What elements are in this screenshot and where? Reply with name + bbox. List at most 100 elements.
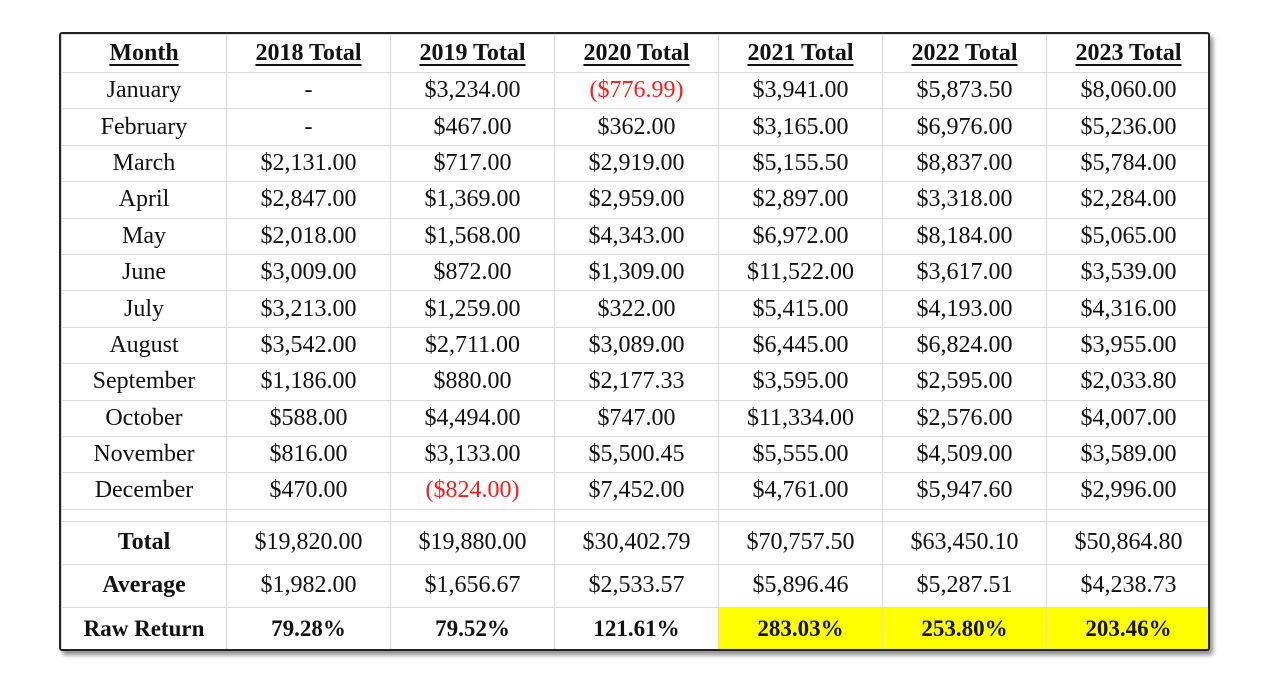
- value-cell: $3,165.00: [718, 108, 883, 146]
- value-cell: $3,941.00: [718, 71, 883, 110]
- value-cell: $3,955.00: [1046, 326, 1208, 365]
- month-label: January: [61, 71, 227, 110]
- empty-cell: [226, 508, 391, 522]
- summary-value: $1,656.67: [390, 563, 555, 608]
- value-cell: $3,539.00: [1046, 253, 1208, 292]
- empty-cell: [718, 508, 883, 522]
- value-cell: $2,959.00: [554, 181, 719, 219]
- summary-value: $5,896.46: [718, 563, 883, 608]
- month-label: June: [61, 253, 227, 292]
- value-cell: $816.00: [226, 435, 391, 474]
- value-cell: $4,316.00: [1046, 290, 1208, 328]
- column-header-2019: 2019 Total: [390, 34, 555, 73]
- value-cell: $6,445.00: [718, 326, 883, 365]
- value-cell: $322.00: [554, 290, 719, 328]
- value-cell: $2,576.00: [882, 399, 1047, 437]
- value-cell: $5,155.50: [718, 144, 883, 183]
- value-cell: -: [226, 108, 391, 146]
- value-cell: $8,184.00: [882, 217, 1047, 255]
- table-row: May $2,018.00 $1,568.00 $4,343.00 $6,972.00 $…: [61, 217, 1208, 255]
- value-cell: $588.00: [226, 399, 391, 437]
- summary-value: $50,864.80: [1046, 520, 1208, 565]
- value-cell: $8,060.00: [1046, 71, 1208, 110]
- value-cell: $2,595.00: [882, 363, 1047, 401]
- empty-cell: [1046, 508, 1208, 522]
- value-cell: $11,522.00: [718, 253, 883, 292]
- value-cell: $467.00: [390, 108, 555, 146]
- summary-label: Total: [61, 520, 227, 565]
- month-label: November: [61, 435, 227, 474]
- value-cell: $1,186.00: [226, 363, 391, 401]
- column-header-2018: 2018 Total: [226, 34, 391, 73]
- table-row: November $816.00 $3,133.00 $5,500.45 $5,555.…: [61, 435, 1208, 474]
- value-cell: $4,343.00: [554, 217, 719, 255]
- column-header-2022: 2022 Total: [882, 34, 1047, 73]
- month-label: August: [61, 326, 227, 365]
- month-label: May: [61, 217, 227, 255]
- summary-value: $70,757.50: [718, 520, 883, 565]
- value-cell: $3,089.00: [554, 326, 719, 365]
- value-cell: $3,595.00: [718, 363, 883, 401]
- summary-row-average: Average $1,982.00 $1,656.67 $2,533.57 $5,896…: [61, 563, 1208, 608]
- month-label: March: [61, 144, 227, 183]
- value-cell: $5,415.00: [718, 290, 883, 328]
- month-label: September: [61, 363, 227, 401]
- value-cell: $872.00: [390, 253, 555, 292]
- value-cell: $3,617.00: [882, 253, 1047, 292]
- value-cell: -: [226, 71, 391, 110]
- summary-value: $63,450.10: [882, 520, 1047, 565]
- value-cell: $2,284.00: [1046, 181, 1208, 219]
- summary-value: 121.61%: [554, 606, 719, 649]
- value-cell: $5,873.50: [882, 71, 1047, 110]
- spacer-row: [61, 508, 1208, 522]
- value-cell: $2,177.33: [554, 363, 719, 401]
- summary-value: $30,402.79: [554, 520, 719, 565]
- value-cell: $11,334.00: [718, 399, 883, 437]
- value-cell: $5,784.00: [1046, 144, 1208, 183]
- header-row: Month 2018 Total 2019 Total 2020 Total 2021 …: [61, 34, 1208, 73]
- summary-value: 203.46%: [1046, 606, 1208, 649]
- value-cell: $2,018.00: [226, 217, 391, 255]
- summary-row-raw-return: Raw Return 79.28% 79.52% 121.61% 283.03% 253.…: [61, 606, 1208, 649]
- value-cell: $362.00: [554, 108, 719, 146]
- month-label: October: [61, 399, 227, 437]
- value-cell: $5,947.60: [882, 472, 1047, 510]
- returns-table-frame: Month 2018 Total 2019 Total 2020 Total 2021 …: [59, 32, 1210, 651]
- empty-cell: [882, 508, 1047, 522]
- value-cell: $1,259.00: [390, 290, 555, 328]
- value-cell: $747.00: [554, 399, 719, 437]
- summary-value: $5,287.51: [882, 563, 1047, 608]
- value-cell: $880.00: [390, 363, 555, 401]
- column-header-2023: 2023 Total: [1046, 34, 1208, 73]
- value-cell: $2,711.00: [390, 326, 555, 365]
- value-cell: $3,133.00: [390, 435, 555, 474]
- value-cell: $6,824.00: [882, 326, 1047, 365]
- value-cell: $6,972.00: [718, 217, 883, 255]
- table-row: June $3,009.00 $872.00 $1,309.00 $11,522.00 $…: [61, 253, 1208, 292]
- table-row: October $588.00 $4,494.00 $747.00 $11,334.00…: [61, 399, 1208, 437]
- table-row: July $3,213.00 $1,259.00 $322.00 $5,415.00 $4…: [61, 290, 1208, 328]
- value-cell: $1,309.00: [554, 253, 719, 292]
- value-cell: $1,369.00: [390, 181, 555, 219]
- value-cell: $2,919.00: [554, 144, 719, 183]
- summary-value: $1,982.00: [226, 563, 391, 608]
- summary-value: 79.52%: [390, 606, 555, 649]
- table-row: April $2,847.00 $1,369.00 $2,959.00 $2,897.0…: [61, 181, 1208, 219]
- table-row: February - $467.00 $362.00 $3,165.00 $6,976.0…: [61, 108, 1208, 146]
- summary-value: $4,238.73: [1046, 563, 1208, 608]
- value-cell: $1,568.00: [390, 217, 555, 255]
- summary-row-total: Total $19,820.00 $19,880.00 $30,402.79 $70,7…: [61, 520, 1208, 565]
- value-cell: $717.00: [390, 144, 555, 183]
- table-row: August $3,542.00 $2,711.00 $3,089.00 $6,445.…: [61, 326, 1208, 365]
- column-header-month: Month: [61, 34, 227, 73]
- summary-value: 253.80%: [882, 606, 1047, 649]
- summary-value: 283.03%: [718, 606, 883, 649]
- value-cell: $3,213.00: [226, 290, 391, 328]
- empty-cell: [61, 508, 227, 522]
- value-cell: $3,318.00: [882, 181, 1047, 219]
- month-label: April: [61, 181, 227, 219]
- value-cell: $4,494.00: [390, 399, 555, 437]
- value-cell: $3,234.00: [390, 71, 555, 110]
- table-row: September $1,186.00 $880.00 $2,177.33 $3,595…: [61, 363, 1208, 401]
- month-label: February: [61, 108, 227, 146]
